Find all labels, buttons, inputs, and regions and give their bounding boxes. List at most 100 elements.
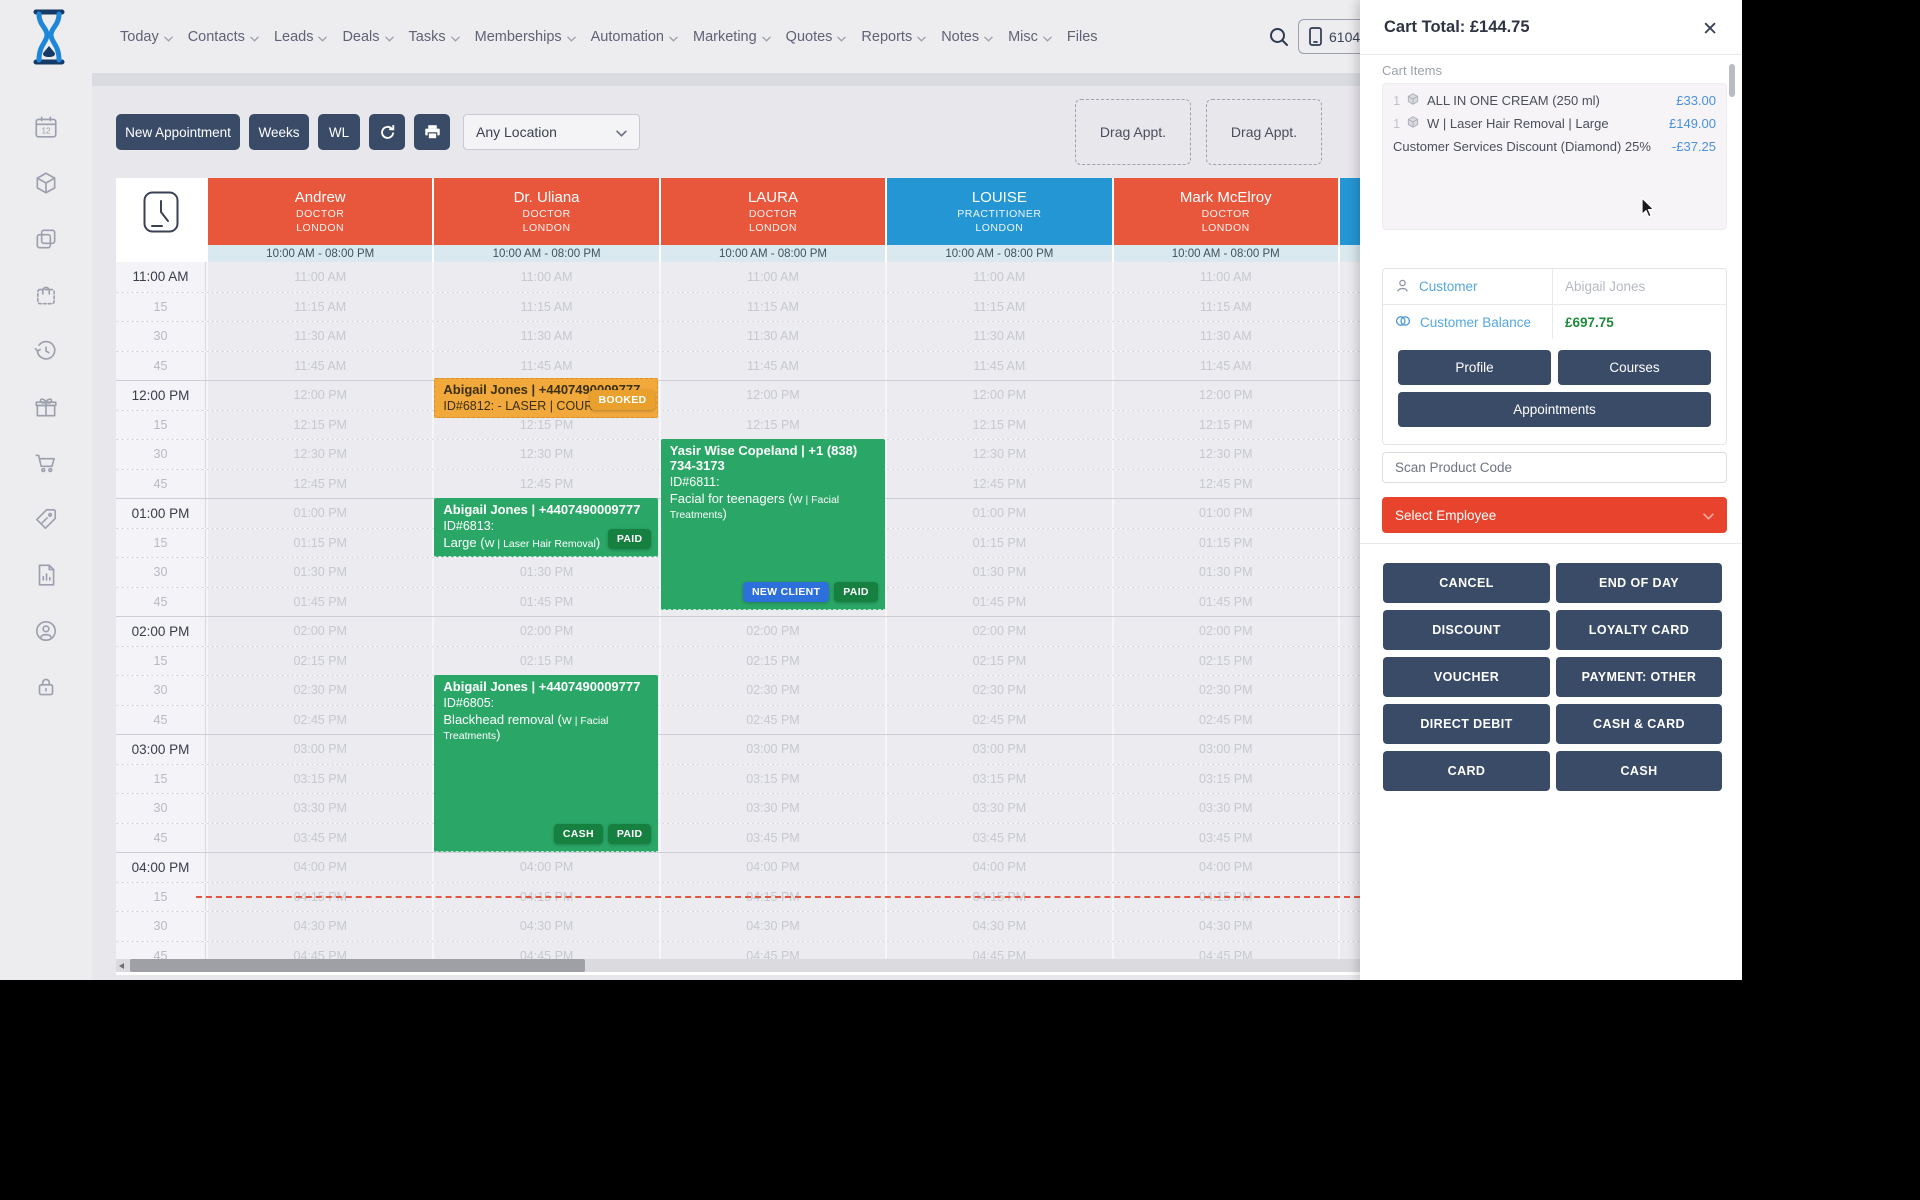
refresh-button[interactable] [369,114,405,150]
time-slot-cell[interactable]: 12:00 PM [885,381,1112,410]
nav-item-notes[interactable]: Notes [941,28,993,46]
time-slot-cell[interactable]: 03:15 PM [658,764,886,793]
time-slot-cell[interactable]: 02:00 PM [432,617,659,646]
time-slot-cell[interactable] [1337,912,1360,941]
time-slot-cell[interactable]: 12:00 PM [1111,381,1338,410]
time-slot-cell[interactable]: 01:15 PM [885,528,1112,557]
time-slot-cell[interactable]: 01:45 PM [1111,587,1338,616]
time-slot-cell[interactable]: 11:45 AM [432,351,659,380]
time-slot-cell[interactable]: 02:45 PM [206,705,433,734]
time-slot-cell[interactable]: 01:45 PM [885,587,1112,616]
search-icon[interactable] [1268,26,1290,53]
time-slot-cell[interactable]: 12:45 PM [885,469,1112,498]
time-slot-cell[interactable]: 11:00 AM [658,262,886,292]
close-icon[interactable]: ✕ [1702,19,1718,40]
time-slot-cell[interactable] [1337,351,1360,380]
time-slot-cell[interactable] [1337,262,1360,292]
time-slot-cell[interactable]: 02:00 PM [1111,617,1338,646]
time-slot-cell[interactable]: 11:45 AM [885,351,1112,380]
time-slot-cell[interactable]: 02:00 PM [206,617,433,646]
time-slot-cell[interactable]: 02:00 PM [885,617,1112,646]
time-slot-cell[interactable]: 03:45 PM [658,823,886,852]
nav-item-misc[interactable]: Misc [1008,28,1052,46]
customer-link[interactable]: Customer [1383,269,1553,304]
action-direct-debit-button[interactable]: DIRECT DEBIT [1383,704,1550,744]
nav-item-deals[interactable]: Deals [342,28,394,46]
time-slot-cell[interactable]: 01:15 PM [206,528,433,557]
time-slot-cell[interactable]: 12:45 PM [206,469,433,498]
action-end-of-day-button[interactable]: END OF DAY [1556,563,1722,603]
time-slot-cell[interactable]: 03:15 PM [206,764,433,793]
time-slot-cell[interactable]: 03:00 PM [885,735,1112,764]
horizontal-scrollbar-thumb[interactable] [130,959,585,972]
time-slot-cell[interactable]: 11:15 AM [658,292,886,321]
cart-item-row[interactable]: Customer Services Discount (Diamond) 25%… [1393,138,1716,154]
time-slot-cell[interactable]: 03:30 PM [885,794,1112,823]
time-slot-cell[interactable]: 03:00 PM [658,735,886,764]
time-slot-cell[interactable]: 02:15 PM [432,646,659,675]
time-slot-cell[interactable]: 11:30 AM [658,322,886,351]
time-slot-cell[interactable]: 01:30 PM [432,558,659,587]
nav-item-memberships[interactable]: Memberships [475,28,576,46]
sidebar-item-calendar[interactable]: 12 [0,101,92,157]
appointment-id-6812-laser-course-o[interactable]: Abigail Jones | +4407490009777 ID#6812: -… [434,378,659,418]
time-slot-cell[interactable]: 03:30 PM [658,794,886,823]
time-slot-cell[interactable]: 11:15 AM [432,292,659,321]
action-discount-button[interactable]: DISCOUNT [1383,610,1550,650]
time-slot-cell[interactable]: 04:30 PM [885,912,1112,941]
action-card-button[interactable]: CARD [1383,751,1550,791]
staff-column-header-dr-uliana[interactable]: Dr. Uliana DOCTOR LONDON [432,178,659,245]
sidebar-item-copy[interactable] [0,213,92,269]
appointment-id-6805[interactable]: Abigail Jones | +4407490009777 ID#6805: Bl… [434,675,659,852]
time-slot-cell[interactable]: 04:00 PM [885,853,1112,882]
customer-name-field[interactable]: Abigail Jones [1565,279,1646,294]
time-slot-cell[interactable]: 12:00 PM [658,381,886,410]
sidebar-item-discount-tag[interactable] [0,493,92,549]
print-button[interactable] [414,114,450,150]
time-slot-cell[interactable]: 03:45 PM [1111,823,1338,852]
appointments-button[interactable]: Appointments [1398,392,1711,427]
time-slot-cell[interactable] [1337,646,1360,675]
time-slot-cell[interactable]: 11:00 AM [885,262,1112,292]
time-slot-cell[interactable]: 04:30 PM [206,912,433,941]
time-slot-cell[interactable]: 01:30 PM [1111,558,1338,587]
time-slot-cell[interactable] [1337,676,1360,705]
drag-appointment-slot-1[interactable]: Drag Appt. [1075,99,1191,165]
action-payment-other-button[interactable]: PAYMENT: OTHER [1556,657,1722,697]
nav-item-files[interactable]: Files [1066,28,1098,45]
time-slot-cell[interactable]: 02:30 PM [206,676,433,705]
time-slot-cell[interactable]: 12:15 PM [658,410,886,439]
time-slot-cell[interactable]: 11:30 AM [885,322,1112,351]
time-slot-cell[interactable]: 12:30 PM [206,440,433,469]
time-slot-cell[interactable] [1337,322,1360,351]
panel-scrollbar-thumb[interactable] [1729,64,1735,97]
time-slot-cell[interactable] [1337,528,1360,557]
nav-item-contacts[interactable]: Contacts [188,28,259,46]
time-slot-cell[interactable]: 12:45 PM [432,469,659,498]
time-slot-cell[interactable]: 02:15 PM [885,646,1112,675]
waitlist-button[interactable]: WL [318,114,360,150]
time-slot-cell[interactable]: 02:30 PM [1111,676,1338,705]
time-slot-cell[interactable]: 12:30 PM [1111,440,1338,469]
time-slot-cell[interactable]: 01:00 PM [1111,499,1338,528]
time-slot-cell[interactable]: 11:15 AM [885,292,1112,321]
time-slot-cell[interactable]: 01:00 PM [885,499,1112,528]
appointment-id-6813[interactable]: Abigail Jones | +4407490009777 ID#6813: La… [434,498,659,557]
nav-item-leads[interactable]: Leads [274,28,328,46]
time-slot-cell[interactable]: 02:45 PM [1111,705,1338,734]
staff-column-header-partial[interactable] [1337,178,1360,245]
time-slot-cell[interactable]: 01:30 PM [206,558,433,587]
time-slot-cell[interactable]: 12:15 PM [206,410,433,439]
nav-item-marketing[interactable]: Marketing [693,28,771,46]
time-slot-cell[interactable]: 03:45 PM [885,823,1112,852]
time-slot-cell[interactable]: 12:15 PM [885,410,1112,439]
action-voucher-button[interactable]: VOUCHER [1383,657,1550,697]
time-slot-cell[interactable]: 04:00 PM [658,853,886,882]
time-slot-cell[interactable]: 11:45 AM [658,351,886,380]
scan-product-code-input[interactable] [1382,452,1727,483]
time-slot-cell[interactable]: 12:30 PM [432,440,659,469]
time-slot-cell[interactable] [1337,617,1360,646]
staff-column-header-andrew[interactable]: Andrew DOCTOR LONDON [206,178,433,245]
time-slot-cell[interactable]: 01:00 PM [206,499,433,528]
